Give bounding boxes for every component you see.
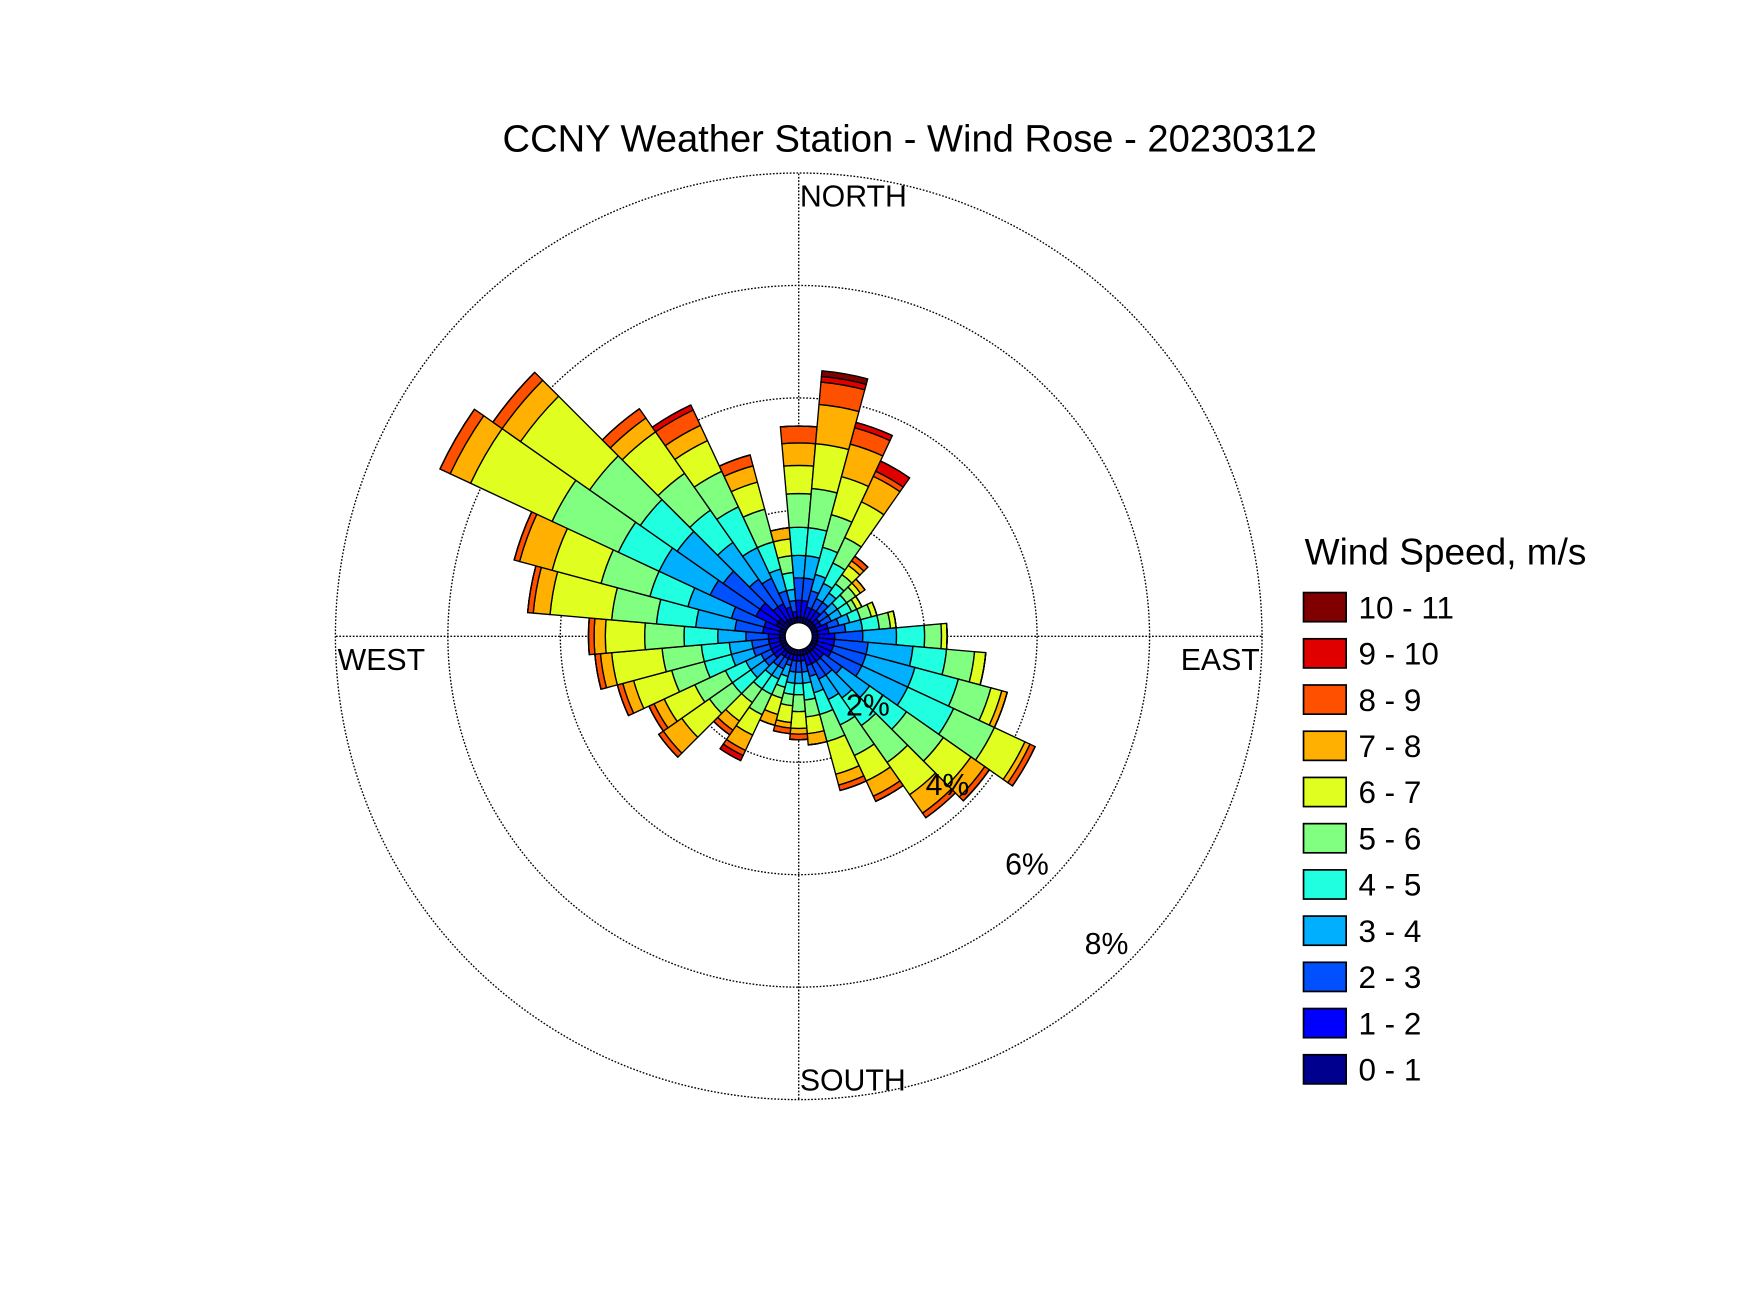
legend-swatch (1302, 1007, 1347, 1039)
wedge-segment (593, 617, 607, 655)
legend-swatch (1302, 915, 1347, 947)
wedge-segment (791, 693, 807, 713)
legend-swatch (1302, 776, 1347, 808)
wedge-segment (770, 526, 790, 532)
wedge-segment (779, 425, 818, 445)
grid-ring (559, 397, 1038, 876)
chart-title: CCNY Weather Station - Wind Rose - 20230… (503, 118, 1317, 161)
legend-label: 9 - 10 (1358, 637, 1438, 672)
wedge-segment (644, 622, 686, 651)
legend-title: Wind Speed, m/s (1305, 531, 1587, 573)
wedge-segment (820, 370, 869, 386)
wedge-segment (925, 792, 956, 819)
wedges (439, 370, 1037, 819)
wedge-segment (492, 371, 536, 423)
direction-label: WEST (338, 644, 425, 677)
wedge-segment (855, 578, 866, 591)
legend-label: 4 - 5 (1358, 868, 1421, 903)
wedge-segment (895, 624, 926, 649)
wedge-segment (788, 733, 809, 741)
wedge-segment (854, 555, 869, 568)
legend-label: 8 - 9 (1358, 683, 1421, 718)
legend-label: 0 - 1 (1358, 1053, 1421, 1088)
legend-swatch (1302, 961, 1347, 993)
legend-swatch (1302, 822, 1347, 854)
radial-tick-label: 6% (1005, 849, 1049, 882)
center-hole (784, 622, 813, 651)
legend-label: 6 - 7 (1358, 775, 1421, 810)
wedge-segment (875, 784, 904, 803)
legend-swatch (1302, 684, 1347, 716)
radial-tick-label: 8% (1085, 928, 1129, 961)
wedge-segment (783, 464, 815, 495)
direction-label: NORTH (800, 181, 907, 214)
legend-swatch (1302, 637, 1347, 669)
wedge-segment (439, 408, 476, 470)
wedge-segment (923, 623, 943, 650)
wedge-segment (719, 748, 742, 762)
wedge-segment (962, 769, 990, 802)
radial-tick-label: 4% (926, 769, 970, 802)
legend-swatch (1302, 1053, 1347, 1085)
wedge-segment (855, 421, 893, 437)
wedge-segment (792, 682, 805, 696)
wedge-segment (808, 740, 828, 746)
wedge-segment (789, 727, 808, 735)
wedge-segment (789, 710, 808, 730)
radial-tick-label: 2% (846, 690, 890, 723)
grid-ring (334, 172, 1263, 1101)
wedge-segment (1011, 746, 1036, 787)
legend-label: 10 - 11 (1358, 590, 1453, 625)
direction-label: SOUTH (800, 1065, 906, 1098)
direction-label: EAST (1181, 644, 1260, 677)
legend-label: 3 - 4 (1358, 914, 1421, 949)
legend-swatch (1302, 591, 1347, 623)
wedge-segment (604, 618, 646, 654)
wedge-segment (781, 442, 817, 467)
legend-label: 5 - 6 (1358, 821, 1421, 856)
legend-label: 2 - 3 (1358, 960, 1421, 995)
wedge-segment (788, 526, 809, 557)
wedge-segment (785, 492, 812, 529)
legend-swatch (1302, 730, 1347, 762)
legend-label: 1 - 2 (1358, 1006, 1421, 1041)
wedge-segment (945, 623, 948, 650)
legend-label: 7 - 8 (1358, 729, 1421, 764)
legend-swatch (1302, 869, 1347, 900)
